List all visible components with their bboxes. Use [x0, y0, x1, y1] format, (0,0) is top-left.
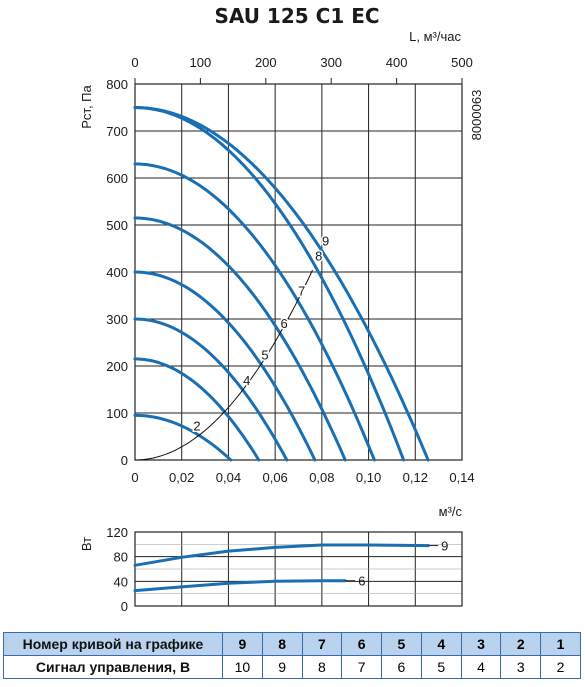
y-tick-label: 100: [106, 406, 128, 421]
fan-curve-3: [133, 357, 261, 462]
top-axis-tick-label: 100: [190, 55, 212, 70]
control-signal-cell: 3: [500, 655, 542, 679]
top-axis-tick-label: 200: [255, 55, 277, 70]
y-axis-label: Рст, Па: [79, 84, 94, 128]
x-tick-label: 0,08: [309, 470, 334, 485]
curve-number-label: 2: [193, 418, 200, 433]
power-y-tick-label: 120: [106, 525, 128, 540]
curve-number-cell: 1: [540, 632, 581, 656]
x-tick-label: 0: [131, 470, 138, 485]
fan-curve-5: [133, 270, 317, 462]
y-tick-label: 500: [106, 218, 128, 233]
power-y-tick-label: 0: [121, 599, 128, 614]
control-signal-cell: 10: [222, 655, 263, 679]
y-tick-label: 700: [106, 124, 128, 139]
top-axis-tick-label: 400: [386, 55, 408, 70]
curve-number-cell: 2: [500, 632, 542, 656]
curve-number-label: 5: [261, 347, 268, 362]
y-tick-label: 400: [106, 265, 128, 280]
power-curve-label: 9: [441, 539, 448, 554]
x-tick-label: 0,02: [169, 470, 194, 485]
curve-number-cell: 7: [301, 632, 343, 656]
power-y-tick-label: 80: [114, 550, 128, 565]
y-tick-label: 0: [121, 453, 128, 468]
x-tick-label: 0,06: [262, 470, 287, 485]
y-tick-label: 200: [106, 359, 128, 374]
y-tick-label: 800: [106, 77, 128, 92]
fan-curve-4: [133, 317, 289, 462]
curve-number-label: 6: [280, 316, 287, 331]
x-tick-label: 0,12: [403, 470, 428, 485]
power-curve-6: [133, 579, 347, 593]
chart-title: SAU 125 C1 EC: [214, 4, 379, 28]
curve-number-cell: 4: [420, 632, 462, 656]
control-signal-cell: 8: [301, 655, 343, 679]
curve-number-label: 4: [243, 373, 250, 388]
top-axis-tick-label: 300: [320, 55, 342, 70]
control-signal-cell: 7: [341, 655, 383, 679]
curve-number-label: 8: [315, 248, 322, 263]
curve-number-cell: 3: [460, 632, 502, 656]
top-axis-label: L, м³/час: [409, 29, 461, 44]
power-curve-9: [133, 543, 430, 567]
control-signal-cell: 6: [381, 655, 422, 679]
fan-performance-chart: SAU 125 C1 EC L, м³/час Рст, Па 8000063 …: [79, 4, 484, 614]
x-axis-label: м³/с: [439, 504, 463, 519]
x-tick-label: 0,04: [216, 470, 241, 485]
control-signal-row: Сигнал управления, В 10 9 8 7 6 5 4 3 2: [3, 655, 581, 679]
fan-curve-8: [133, 106, 406, 462]
control-signal-header: Сигнал управления, В: [3, 655, 223, 679]
curve-number-header: Номер кривой на графике: [3, 632, 223, 656]
power-plot-frame: [134, 531, 463, 607]
fan-curve-2: [133, 413, 233, 462]
control-signal-cell: 4: [460, 655, 502, 679]
model-code: 8000063: [469, 90, 484, 141]
control-signal-cell: 2: [540, 655, 581, 679]
fan-curve-6: [133, 216, 347, 462]
top-axis-tick-label: 0: [131, 55, 138, 70]
y-tick-label: 600: [106, 171, 128, 186]
power-y-tick-label: 40: [114, 574, 128, 589]
power-plot: 0 40 80 120 9 6: [106, 525, 463, 614]
curve-number-cell: 8: [261, 632, 303, 656]
y-tick-label: 300: [106, 312, 128, 327]
fan-curve-7: [133, 162, 376, 462]
curve-number-cell: 6: [341, 632, 383, 656]
top-axis-tick-label: 500: [451, 55, 473, 70]
fan-curve-9: [133, 106, 430, 462]
power-axis-label: Вт: [79, 537, 94, 551]
control-signal-cell: 9: [261, 655, 303, 679]
control-signal-cell: 5: [420, 655, 462, 679]
curve-number-cell: 5: [381, 632, 422, 656]
x-tick-label: 0,10: [356, 470, 381, 485]
curve-number-label: 9: [322, 233, 329, 248]
pressure-plot: 0 0,02 0,04 0,06 0,08 0,10 0,12 0,14 0 100 200 300 4…: [106, 55, 474, 485]
curve-number-cell: 9: [222, 632, 263, 656]
x-tick-label: 0,14: [449, 470, 474, 485]
power-curve-label: 6: [358, 574, 365, 589]
system-curve: [134, 269, 313, 461]
curve-number-label: 7: [298, 284, 305, 299]
